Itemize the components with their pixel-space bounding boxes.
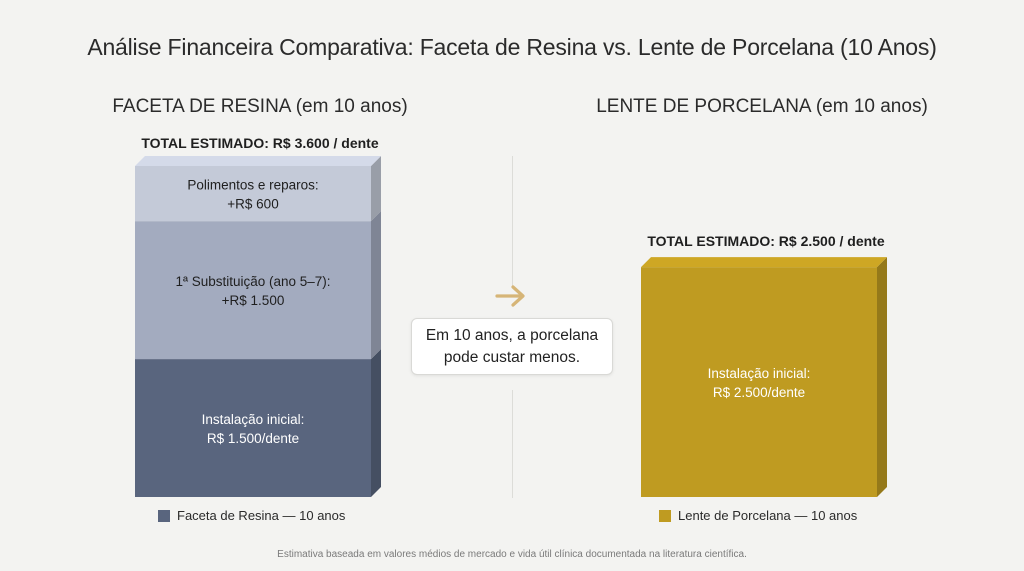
porcelain-legend: Lente de Porcelana — 10 anos (659, 508, 857, 523)
resin-segment-1-label: Instalação inicial: (202, 412, 305, 427)
porcelain-segment-1-side (877, 257, 887, 497)
callout-box: Em 10 anos, a porcelana pode custar meno… (411, 318, 613, 375)
footnote: Estimativa baseada em valores médios de … (277, 549, 747, 560)
divider-line-top (512, 156, 513, 286)
resin-segment-2-value: +R$ 1.500 (222, 293, 285, 308)
porcelain-segment-1-value: R$ 2.500/dente (713, 385, 805, 400)
resin-segment-2 (135, 221, 371, 360)
resin-segment-1 (135, 359, 371, 497)
resin-bar-top (135, 156, 381, 166)
porcelain-bar-top (641, 257, 887, 268)
porcelain-segment-1 (641, 267, 877, 497)
resin-segment-1-value: R$ 1.500/dente (207, 431, 299, 446)
resin-segment-3-side (371, 156, 381, 222)
resin-legend-swatch (158, 509, 170, 522)
resin-total-label: TOTAL ESTIMADO: R$ 3.600 / dente (141, 135, 379, 151)
resin-segment-1-side (371, 349, 381, 497)
arrow-right-icon (495, 285, 525, 307)
callout-line-1: Em 10 anos, a porcelana (425, 326, 599, 344)
resin-column-title: FACETA DE RESINA (em 10 anos) (112, 96, 408, 117)
callout-line-2: pode custar menos. (443, 348, 581, 366)
resin-segment-3 (135, 166, 371, 222)
porcelain-legend-swatch (659, 509, 671, 522)
resin-segment-3-value: +R$ 600 (227, 197, 278, 212)
divider-line-bottom (512, 390, 513, 498)
porcelain-legend-label: Lente de Porcelana — 10 anos (678, 508, 858, 523)
porcelain-segment-1-label: Instalação inicial: (708, 366, 811, 381)
porcelain-total-label: TOTAL ESTIMADO: R$ 2.500 / dente (647, 233, 885, 249)
resin-segment-2-side (371, 211, 381, 360)
page-title: Análise Financeira Comparativa: Faceta d… (87, 34, 937, 60)
porcelain-column-title: LENTE DE PORCELANA (em 10 anos) (596, 96, 928, 117)
resin-legend-label: Faceta de Resina — 10 anos (177, 508, 346, 523)
resin-segment-3-label: Polimentos e reparos: (187, 178, 318, 193)
resin-segment-2-label: 1ª Substituição (ano 5–7): (175, 274, 330, 289)
resin-legend: Faceta de Resina — 10 anos (158, 508, 345, 523)
